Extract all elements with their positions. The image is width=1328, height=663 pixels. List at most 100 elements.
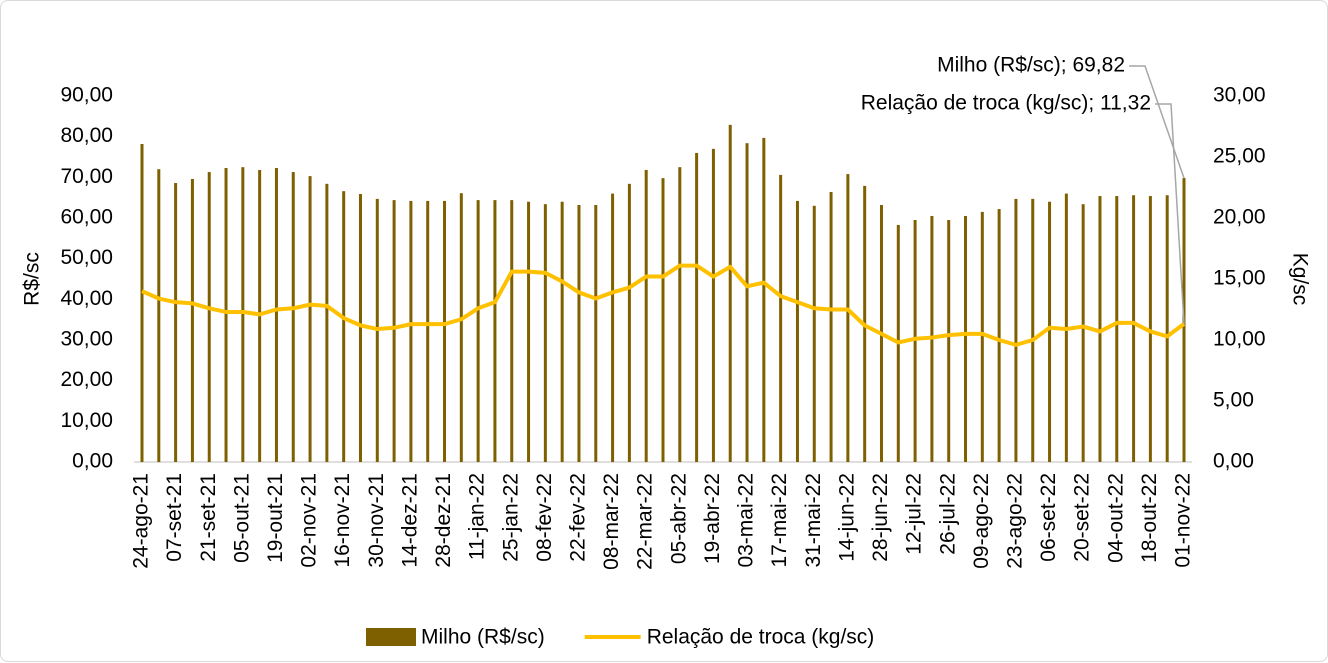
x-tick-label: 16-nov-21: [331, 473, 354, 568]
y-tick-label: 70,00: [60, 165, 113, 188]
y2-tick-label: 0,00: [1213, 450, 1254, 473]
bar: [409, 200, 413, 463]
x-tick-label: 02-nov-21: [298, 473, 321, 568]
bar: [358, 194, 362, 463]
y-tick-label: 50,00: [60, 246, 113, 269]
x-tick-label: 01-nov-22: [1172, 473, 1195, 568]
bar: [728, 124, 732, 462]
bar: [1081, 204, 1085, 462]
bar: [594, 204, 598, 462]
y-tick-label: 40,00: [60, 287, 113, 310]
x-tick-label: 31-mai-22: [802, 473, 825, 568]
x-tick-label: 05-abr-22: [667, 473, 690, 564]
annotation-leader: [1155, 103, 1185, 324]
bar: [476, 200, 480, 462]
x-tick-label: 28-jun-22: [869, 473, 892, 562]
bar: [1031, 198, 1035, 463]
bar: [577, 204, 581, 462]
line: [141, 263, 1186, 347]
x-tick-label: 06-set-22: [1037, 473, 1060, 562]
bar: [644, 170, 648, 462]
x-tick-label: 09-ago-22: [970, 473, 993, 569]
y-tick-label: 30,00: [60, 328, 113, 351]
y2-tick-label: 25,00: [1213, 145, 1266, 168]
y2-tick-label: 10,00: [1213, 328, 1266, 351]
bar: [779, 174, 783, 463]
bar: [627, 183, 631, 462]
x-tick-label: 19-abr-22: [701, 473, 724, 564]
x-tick-label: 30-nov-21: [365, 473, 388, 568]
bar: [140, 143, 144, 462]
bar: [795, 200, 799, 463]
bar: [812, 205, 816, 463]
bar: [174, 183, 178, 462]
bar: [762, 137, 766, 463]
bar: [711, 148, 715, 462]
annotation: Relação de troca (kg/sc); 11,32: [861, 92, 1151, 115]
y2-tick-label: 5,00: [1213, 389, 1254, 412]
bar: [157, 169, 161, 462]
bar: [207, 172, 211, 462]
x-tick-label: 22-mar-22: [634, 473, 657, 570]
bar: [274, 167, 278, 463]
bar: [190, 178, 194, 462]
bar: [1048, 201, 1052, 462]
x-tick-label: 08-mar-22: [600, 473, 623, 570]
bar: [997, 209, 1001, 462]
annotation: Milho (R$/sc); 69,82: [937, 54, 1125, 77]
bar: [1098, 196, 1102, 463]
bar: [560, 201, 564, 462]
x-tick-label: 28-dez-21: [432, 473, 455, 568]
x-tick-label: 21-set-21: [197, 473, 220, 562]
bar: [527, 201, 531, 462]
legend-label: Milho (R$/sc): [421, 626, 545, 649]
bar: [846, 174, 850, 462]
bar: [1148, 196, 1152, 463]
bar: [510, 200, 514, 462]
x-tick-label: 24-ago-21: [130, 473, 153, 569]
x-tick-label: 14-jun-22: [835, 473, 858, 562]
annotation-leader: [1129, 65, 1185, 179]
bar: [1014, 198, 1018, 463]
y-tick-label: 80,00: [60, 124, 113, 147]
bar: [493, 200, 497, 462]
x-tick-label: 26-jul-22: [936, 473, 959, 555]
bar: [661, 178, 665, 462]
bar: [426, 200, 430, 463]
bar: [342, 191, 346, 462]
bar: [1115, 196, 1119, 463]
x-tick-label: 20-set-22: [1071, 473, 1094, 562]
x-tick-label: 22-fev-22: [567, 473, 590, 562]
bar: [1165, 195, 1169, 462]
bar: [913, 220, 917, 462]
x-tick-label: 23-ago-22: [1003, 473, 1026, 569]
x-tick-label: 07-set-21: [163, 473, 186, 562]
bar: [611, 193, 615, 462]
bar: [291, 172, 295, 462]
y-tick-label: 60,00: [60, 206, 113, 229]
y2-tick-label: 15,00: [1213, 267, 1266, 290]
bar: [308, 176, 312, 462]
x-tick-label: 17-mai-22: [768, 473, 791, 568]
x-tick-label: 18-out-22: [1138, 473, 1161, 563]
x-tick-label: 19-out-21: [264, 473, 287, 563]
bar: [459, 193, 463, 462]
bar: [241, 167, 245, 462]
x-tick-label: 14-dez-21: [398, 473, 421, 568]
bar: [947, 220, 951, 462]
bar: [829, 191, 833, 462]
y2-tick-label: 20,00: [1213, 206, 1266, 229]
bar: [325, 183, 329, 462]
bar: [543, 204, 547, 462]
legend-label: Relação de troca (kg/sc): [647, 626, 875, 649]
x-tick-label: 11-jan-22: [466, 473, 489, 560]
x-tick-label: 12-jul-22: [903, 473, 926, 555]
y-tick-label: 90,00: [60, 84, 113, 107]
x-tick-label: 04-out-22: [1104, 473, 1127, 563]
bar: [224, 167, 228, 463]
x-tick-label: 25-jan-22: [499, 473, 522, 562]
x-tick-label: 08-fev-22: [533, 473, 556, 562]
legend-swatch: [366, 628, 416, 646]
